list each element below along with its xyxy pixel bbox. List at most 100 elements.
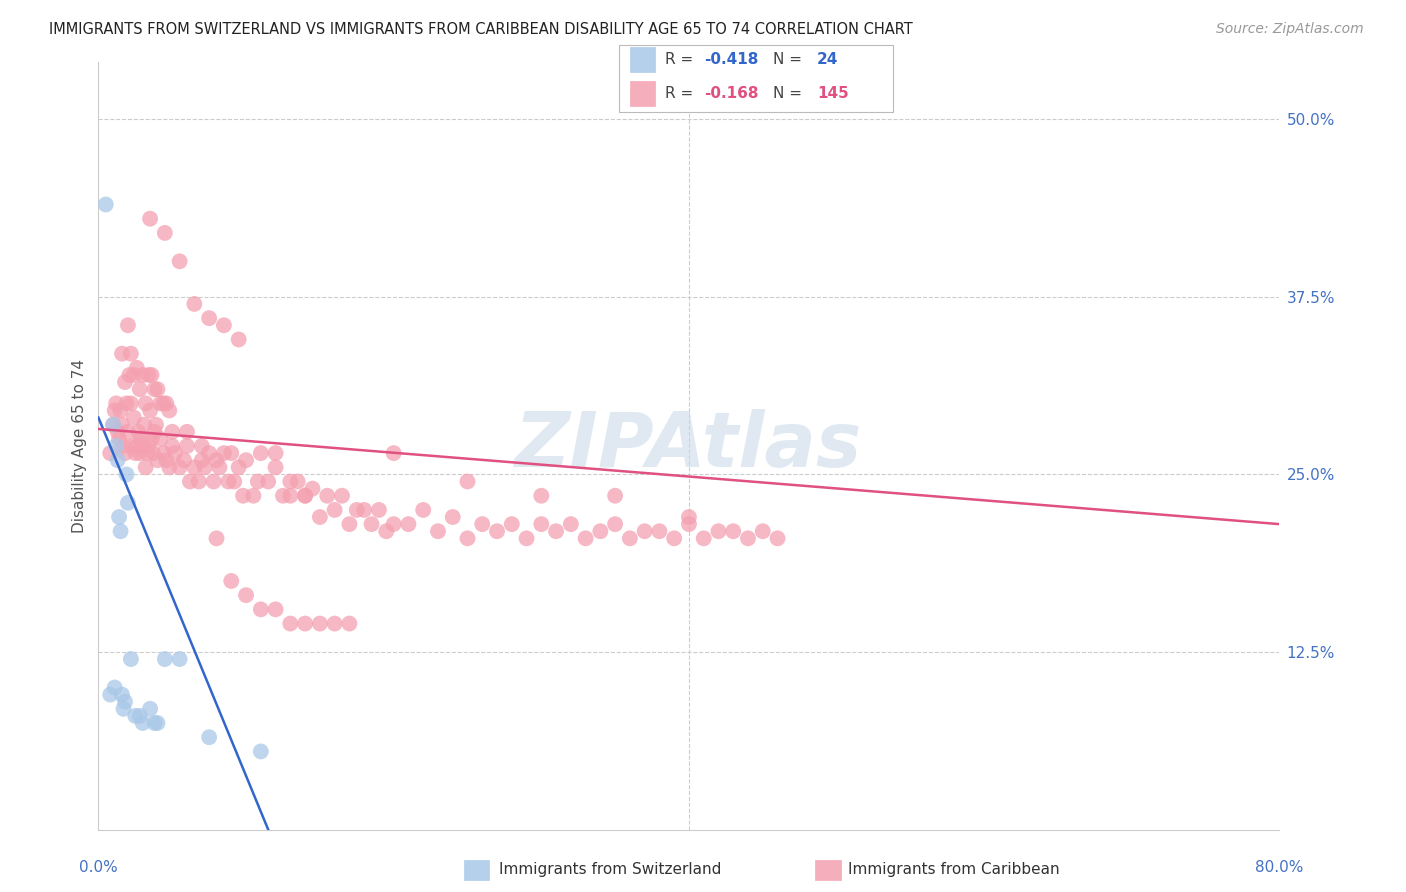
Point bbox=[235, 588, 257, 602]
Point bbox=[280, 616, 302, 631]
Text: 145: 145 bbox=[817, 86, 849, 101]
Text: IMMIGRANTS FROM SWITZERLAND VS IMMIGRANTS FROM CARIBBEAN DISABILITY AGE 65 TO 74: IMMIGRANTS FROM SWITZERLAND VS IMMIGRANT… bbox=[49, 22, 912, 37]
Point bbox=[368, 503, 391, 517]
Point bbox=[183, 297, 205, 311]
Point bbox=[198, 730, 221, 744]
Point bbox=[353, 503, 375, 517]
Point bbox=[678, 517, 700, 532]
Point bbox=[471, 517, 494, 532]
Point bbox=[441, 510, 464, 524]
Point bbox=[118, 368, 141, 382]
Point bbox=[169, 254, 191, 268]
Point bbox=[149, 432, 172, 446]
Point bbox=[125, 439, 148, 453]
Point bbox=[98, 688, 121, 702]
Text: -0.168: -0.168 bbox=[704, 86, 759, 101]
Point bbox=[301, 482, 323, 496]
Point bbox=[560, 517, 582, 532]
Point bbox=[135, 460, 157, 475]
Point bbox=[114, 695, 136, 709]
Point bbox=[141, 368, 163, 382]
Point bbox=[114, 375, 136, 389]
Point bbox=[128, 709, 150, 723]
Point bbox=[398, 517, 420, 532]
Point bbox=[316, 489, 339, 503]
Point bbox=[179, 475, 201, 489]
Point bbox=[122, 410, 145, 425]
Point bbox=[157, 460, 180, 475]
Point bbox=[217, 475, 239, 489]
Point bbox=[271, 489, 294, 503]
Point bbox=[294, 616, 316, 631]
Point bbox=[139, 702, 162, 716]
Point bbox=[120, 396, 142, 410]
Point bbox=[228, 460, 250, 475]
Point bbox=[124, 446, 146, 460]
Text: N =: N = bbox=[773, 53, 807, 67]
Point bbox=[530, 489, 553, 503]
Point bbox=[382, 446, 405, 460]
Point bbox=[128, 382, 150, 396]
Point bbox=[115, 467, 138, 482]
Point bbox=[457, 475, 479, 489]
Point bbox=[294, 489, 316, 503]
Point bbox=[191, 439, 214, 453]
Point bbox=[693, 532, 716, 546]
Text: Source: ZipAtlas.com: Source: ZipAtlas.com bbox=[1216, 22, 1364, 37]
Point bbox=[766, 532, 789, 546]
Point bbox=[707, 524, 730, 539]
Point bbox=[145, 417, 167, 432]
Point bbox=[264, 602, 287, 616]
Point bbox=[142, 446, 165, 460]
Point bbox=[107, 425, 129, 439]
Point bbox=[103, 417, 125, 432]
Point bbox=[153, 226, 176, 240]
Point bbox=[155, 453, 177, 467]
Point bbox=[382, 517, 405, 532]
Point bbox=[224, 475, 246, 489]
Point bbox=[139, 403, 162, 417]
Point bbox=[232, 489, 254, 503]
Point bbox=[117, 425, 139, 439]
Text: ZIPAtlas: ZIPAtlas bbox=[515, 409, 863, 483]
Point bbox=[228, 333, 250, 347]
Point bbox=[516, 532, 538, 546]
Text: 0.0%: 0.0% bbox=[79, 860, 118, 875]
Point bbox=[138, 368, 160, 382]
Point bbox=[111, 688, 134, 702]
Text: -0.418: -0.418 bbox=[704, 53, 759, 67]
Point bbox=[157, 403, 180, 417]
Point bbox=[212, 446, 235, 460]
Text: N =: N = bbox=[773, 86, 807, 101]
Point bbox=[309, 510, 332, 524]
Point bbox=[98, 446, 121, 460]
Point bbox=[141, 432, 163, 446]
Point bbox=[143, 425, 166, 439]
Point bbox=[294, 489, 316, 503]
Point bbox=[146, 453, 169, 467]
Point bbox=[198, 311, 221, 326]
Point bbox=[187, 475, 209, 489]
Text: Immigrants from Caribbean: Immigrants from Caribbean bbox=[848, 863, 1060, 877]
Point bbox=[105, 396, 128, 410]
Point bbox=[105, 439, 128, 453]
Point bbox=[117, 496, 139, 510]
Point bbox=[205, 453, 228, 467]
Point bbox=[120, 652, 142, 666]
Point bbox=[111, 417, 134, 432]
Point bbox=[427, 524, 450, 539]
Point bbox=[250, 744, 273, 758]
Point bbox=[221, 574, 243, 588]
Point bbox=[124, 709, 146, 723]
Point bbox=[132, 716, 155, 731]
Point bbox=[202, 475, 225, 489]
Point bbox=[115, 396, 138, 410]
Y-axis label: Disability Age 65 to 74: Disability Age 65 to 74 bbox=[72, 359, 87, 533]
Point bbox=[121, 439, 143, 453]
Point bbox=[737, 532, 759, 546]
Point bbox=[619, 532, 641, 546]
Point bbox=[149, 396, 172, 410]
Point bbox=[360, 517, 382, 532]
Point bbox=[104, 681, 127, 695]
Point bbox=[575, 532, 598, 546]
